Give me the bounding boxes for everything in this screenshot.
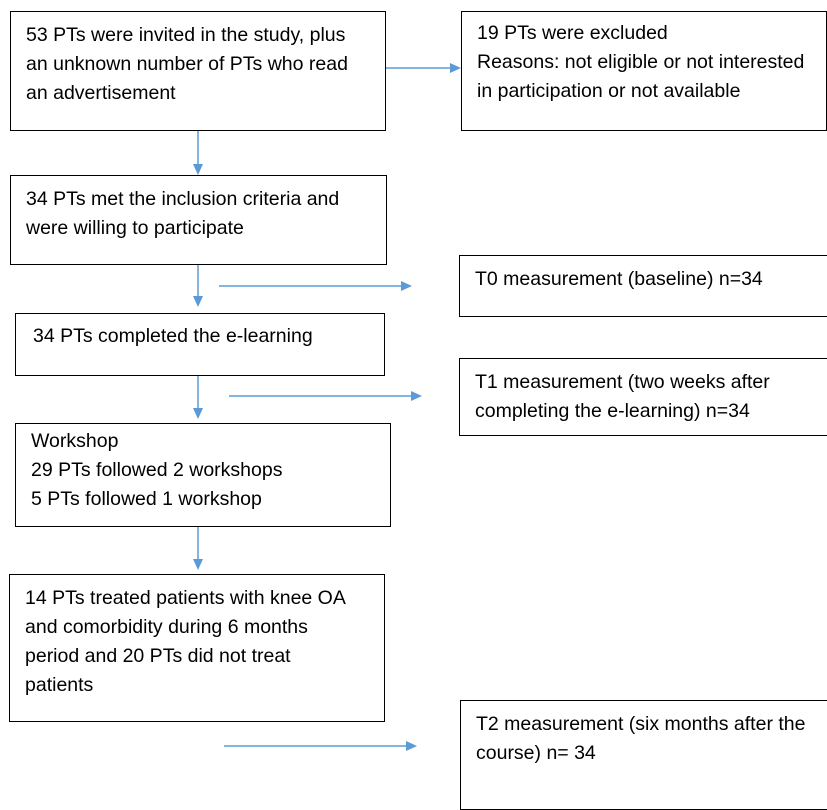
box-excluded: 19 PTs were excluded Reasons: not eligib… — [461, 11, 827, 131]
invited-line-2: an unknown number of PTs who read — [26, 53, 348, 75]
box-t0: T0 measurement (baseline) n=34 — [459, 255, 827, 317]
box-treated: 14 PTs treated patients with knee OA and… — [9, 574, 385, 722]
treated-line-4: patients — [25, 674, 94, 696]
excluded-line-2: Reasons: not eligible or not interested — [477, 51, 805, 73]
t1-line-1: T1 measurement (two weeks after — [475, 371, 770, 393]
arrow-elearning-to-workshop — [193, 376, 203, 419]
workshop-line-3: 5 PTs followed 1 workshop — [31, 488, 262, 510]
t2-line-2: course) n= 34 — [476, 742, 596, 764]
invited-line-3: an advertisement — [26, 82, 176, 104]
arrow-invited-to-inclusion — [193, 131, 203, 175]
treated-line-2: and comorbidity during 6 months — [25, 616, 308, 638]
box-t2: T2 measurement (six months after the cou… — [460, 700, 827, 810]
treated-line-1: 14 PTs treated patients with knee OA — [25, 587, 346, 609]
arrow-to-t0 — [219, 281, 412, 291]
workshop-line-2: 29 PTs followed 2 workshops — [31, 459, 283, 481]
box-elearning: 34 PTs completed the e-learning — [15, 313, 385, 376]
treated-line-3: period and 20 PTs did not treat — [25, 645, 291, 667]
workshop-line-1: Workshop — [31, 430, 119, 452]
arrow-to-t2 — [224, 741, 417, 751]
t2-line-1: T2 measurement (six months after the — [476, 713, 806, 735]
inclusion-line-1: 34 PTs met the inclusion criteria and — [26, 188, 340, 210]
inclusion-line-2: were willing to participate — [26, 217, 244, 239]
box-inclusion: 34 PTs met the inclusion criteria and we… — [10, 175, 387, 265]
box-invited: 53 PTs were invited in the study, plus a… — [10, 11, 386, 131]
box-workshop: Workshop 29 PTs followed 2 workshops 5 P… — [15, 423, 391, 527]
arrow-invited-to-excluded — [386, 63, 461, 73]
arrow-inclusion-to-elearning — [193, 265, 203, 307]
excluded-line-1: 19 PTs were excluded — [477, 22, 668, 44]
arrow-to-t1 — [229, 391, 422, 401]
excluded-line-3: in participation or not available — [477, 80, 741, 102]
t0-line-1: T0 measurement (baseline) n=34 — [475, 268, 763, 290]
arrow-workshop-to-treated — [193, 527, 203, 570]
invited-line-1: 53 PTs were invited in the study, plus — [26, 24, 346, 46]
t1-line-2: completing the e-learning) n=34 — [475, 400, 750, 422]
box-t1: T1 measurement (two weeks after completi… — [459, 358, 827, 436]
elearning-line-1: 34 PTs completed the e-learning — [33, 325, 313, 347]
